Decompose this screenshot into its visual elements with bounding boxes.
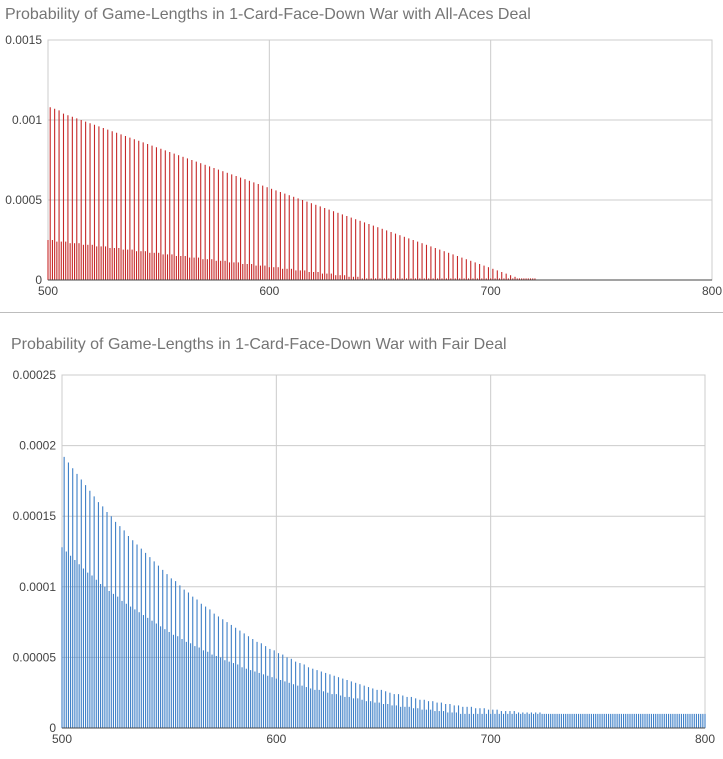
y-tick-label: 0 — [49, 721, 56, 735]
chart-divider — [0, 312, 723, 313]
chart-fair-deal: Probability of Game-Lengths in 1-Card-Fa… — [0, 314, 723, 759]
y-tick-label: 0.0015 — [5, 33, 42, 47]
chart-title: Probability of Game-Lengths in 1-Card-Fa… — [11, 336, 507, 353]
y-tick-label: 0.001 — [12, 113, 42, 127]
y-tick-label: 0.00025 — [13, 368, 57, 382]
y-tick-label: 0.0002 — [19, 439, 56, 453]
chart-title: Probability of Game-Lengths in 1-Card-Fa… — [5, 6, 531, 23]
chart-all-aces: Probability of Game-Lengths in 1-Card-Fa… — [0, 0, 723, 312]
y-tick-label: 0.0001 — [19, 580, 56, 594]
x-tick-label: 600 — [266, 732, 286, 746]
x-tick-label: 500 — [52, 732, 72, 746]
x-tick-label: 500 — [38, 284, 58, 298]
y-tick-label: 0 — [35, 273, 42, 287]
y-tick-label: 0.0005 — [5, 193, 42, 207]
chart-plot: 0 0.00005 0.0001 0.00015 0.0002 0.00025 500 600… — [13, 368, 716, 746]
chart-plot: 0 0.0005 0.001 0.0015 500 600 700 800 — [5, 33, 722, 298]
x-tick-label: 800 — [695, 732, 715, 746]
x-tick-label: 700 — [481, 284, 501, 298]
y-tick-label: 0.00015 — [13, 509, 57, 523]
y-tick-label: 0.00005 — [13, 650, 57, 664]
x-tick-label: 800 — [702, 284, 722, 298]
x-tick-label: 700 — [481, 732, 501, 746]
x-tick-label: 600 — [259, 284, 279, 298]
